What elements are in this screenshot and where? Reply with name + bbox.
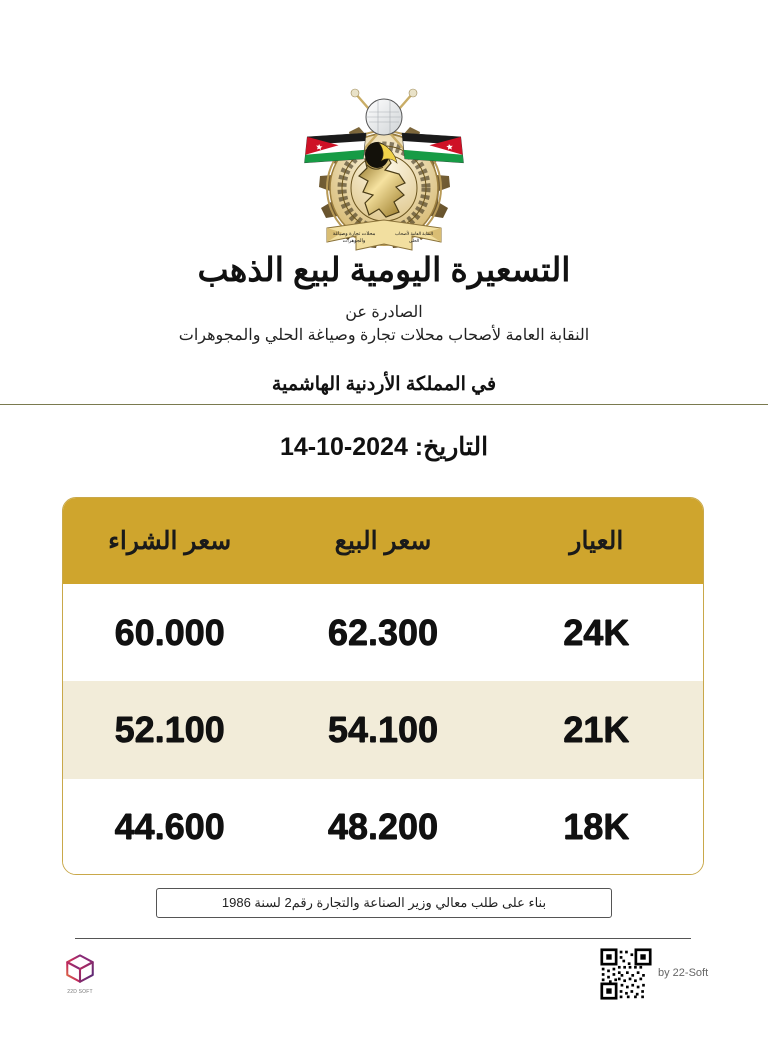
svg-text:الحلى: الحلى <box>409 238 419 243</box>
svg-text:والجوهرات: والجوهرات <box>343 238 366 244</box>
svg-text:النقابة العامة لأصحاب: النقابة العامة لأصحاب <box>395 230 433 236</box>
svg-text:محلات تجارة وصياغة: محلات تجارة وصياغة <box>333 231 376 237</box>
